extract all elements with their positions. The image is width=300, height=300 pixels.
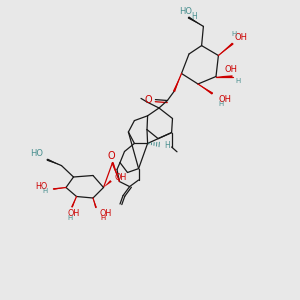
- Polygon shape: [173, 74, 182, 92]
- Text: H: H: [165, 141, 170, 150]
- Polygon shape: [188, 16, 203, 26]
- Text: HO: HO: [179, 8, 192, 16]
- Text: HO: HO: [30, 149, 43, 158]
- Polygon shape: [218, 43, 234, 56]
- Text: H: H: [191, 12, 197, 21]
- Text: OH: OH: [218, 94, 231, 103]
- Polygon shape: [198, 84, 213, 94]
- Text: H: H: [235, 78, 240, 84]
- Text: H: H: [42, 188, 47, 194]
- Text: HO: HO: [35, 182, 47, 191]
- Text: OH: OH: [100, 209, 112, 218]
- Text: OH: OH: [235, 33, 248, 42]
- Polygon shape: [103, 180, 112, 188]
- Text: OH: OH: [224, 65, 237, 74]
- Polygon shape: [53, 188, 66, 190]
- Polygon shape: [71, 196, 76, 207]
- Polygon shape: [93, 198, 97, 208]
- Polygon shape: [111, 162, 119, 182]
- Text: H: H: [218, 100, 224, 106]
- Polygon shape: [46, 158, 62, 166]
- Text: H: H: [231, 31, 236, 37]
- Text: O: O: [145, 94, 153, 105]
- Text: OH: OH: [114, 173, 127, 182]
- Text: OH: OH: [68, 209, 80, 218]
- Text: O: O: [107, 151, 115, 161]
- Text: H: H: [68, 214, 73, 220]
- Text: H: H: [100, 214, 106, 220]
- Polygon shape: [216, 75, 232, 78]
